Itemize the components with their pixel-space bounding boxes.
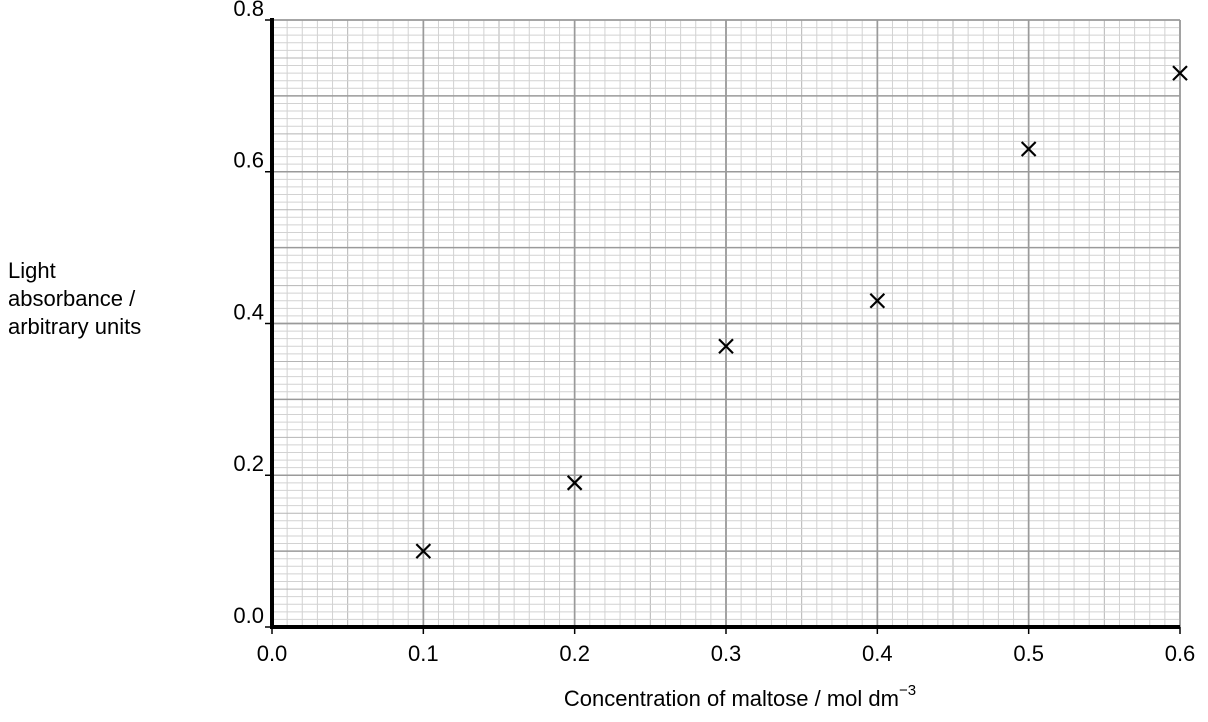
data-point	[869, 292, 886, 309]
cross-marker	[1172, 65, 1188, 81]
x-axis-label: Concentration of maltose / mol dm−3	[564, 682, 916, 711]
x-tick-label: 0.3	[711, 641, 742, 666]
y-axis-label: Light absorbance / arbitrary units	[8, 258, 141, 339]
cross-marker	[415, 543, 432, 559]
y-tick-label: 0.8	[233, 0, 264, 21]
y-tick-label: 0.0	[233, 603, 264, 628]
cross-marker	[869, 292, 886, 309]
y-tick-label: 0.4	[233, 299, 264, 324]
y-tick-label: 0.2	[233, 451, 264, 476]
data-point	[1172, 65, 1188, 81]
y-axis-label-line: Light	[8, 258, 56, 283]
x-axis-label-superscript: −3	[899, 682, 916, 699]
y-axis-label-line: arbitrary units	[8, 314, 141, 339]
data-point	[566, 475, 583, 491]
x-tick-label: 0.1	[408, 641, 439, 666]
data-point	[415, 543, 432, 559]
data-point	[1020, 141, 1037, 157]
cross-marker	[566, 475, 583, 491]
cross-marker	[718, 338, 734, 355]
cross-marker	[1020, 141, 1037, 157]
x-tick-label: 0.5	[1013, 641, 1044, 666]
x-tick-label: 0.2	[559, 641, 590, 666]
x-axis-label-main: Concentration of maltose / mol dm	[564, 686, 899, 711]
data-point	[718, 338, 734, 355]
x-tick-label: 0.0	[257, 641, 288, 666]
y-tick-label: 0.6	[233, 148, 264, 173]
y-axis-label-line: absorbance /	[8, 286, 136, 311]
x-tick-label: 0.6	[1165, 641, 1196, 666]
x-tick-label: 0.4	[862, 641, 893, 666]
